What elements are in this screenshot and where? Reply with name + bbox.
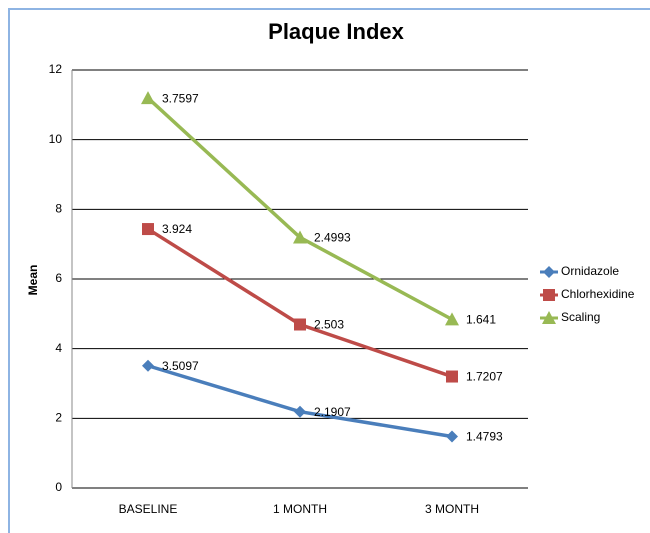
legend-marker: [542, 311, 556, 324]
y-tick-label: 6: [55, 271, 62, 285]
chart-title: Plaque Index: [268, 19, 404, 44]
y-tick-label: 0: [55, 480, 62, 494]
data-label: 1.641: [466, 313, 496, 327]
marker: [445, 312, 459, 326]
y-tick-label: 4: [55, 341, 62, 355]
legend-marker: [543, 289, 555, 301]
legend-marker: [543, 266, 555, 278]
marker: [142, 223, 154, 236]
marker: [293, 230, 307, 244]
marker: [446, 370, 458, 383]
y-tick-label: 10: [49, 132, 63, 146]
y-tick-label: 2: [55, 411, 62, 425]
marker: [142, 359, 154, 372]
data-label: 2.4993: [314, 231, 351, 245]
x-tick-label: BASELINE: [119, 502, 178, 516]
data-label: 2.503: [314, 318, 344, 332]
marker: [294, 405, 306, 418]
x-tick-label: 1 MONTH: [273, 502, 327, 516]
data-label: 3.5097: [162, 359, 199, 373]
data-label: 1.4793: [466, 430, 503, 444]
x-tick-label: 3 MONTH: [425, 502, 479, 516]
marker: [446, 430, 458, 443]
legend-label: Ornidazole: [561, 264, 619, 278]
frame: [8, 8, 650, 533]
data-label: 2.1907: [314, 405, 351, 419]
data-label: 3.924: [162, 222, 192, 236]
data-label: 1.7207: [466, 370, 503, 384]
marker: [141, 91, 155, 105]
y-axis-label: Mean: [26, 265, 40, 296]
y-tick-label: 8: [55, 202, 62, 216]
y-tick-label: 12: [49, 62, 63, 76]
legend-label: Chlorhexidine: [561, 287, 635, 301]
data-label: 3.7597: [162, 91, 199, 105]
marker: [294, 318, 306, 331]
legend-label: Scaling: [561, 310, 600, 324]
